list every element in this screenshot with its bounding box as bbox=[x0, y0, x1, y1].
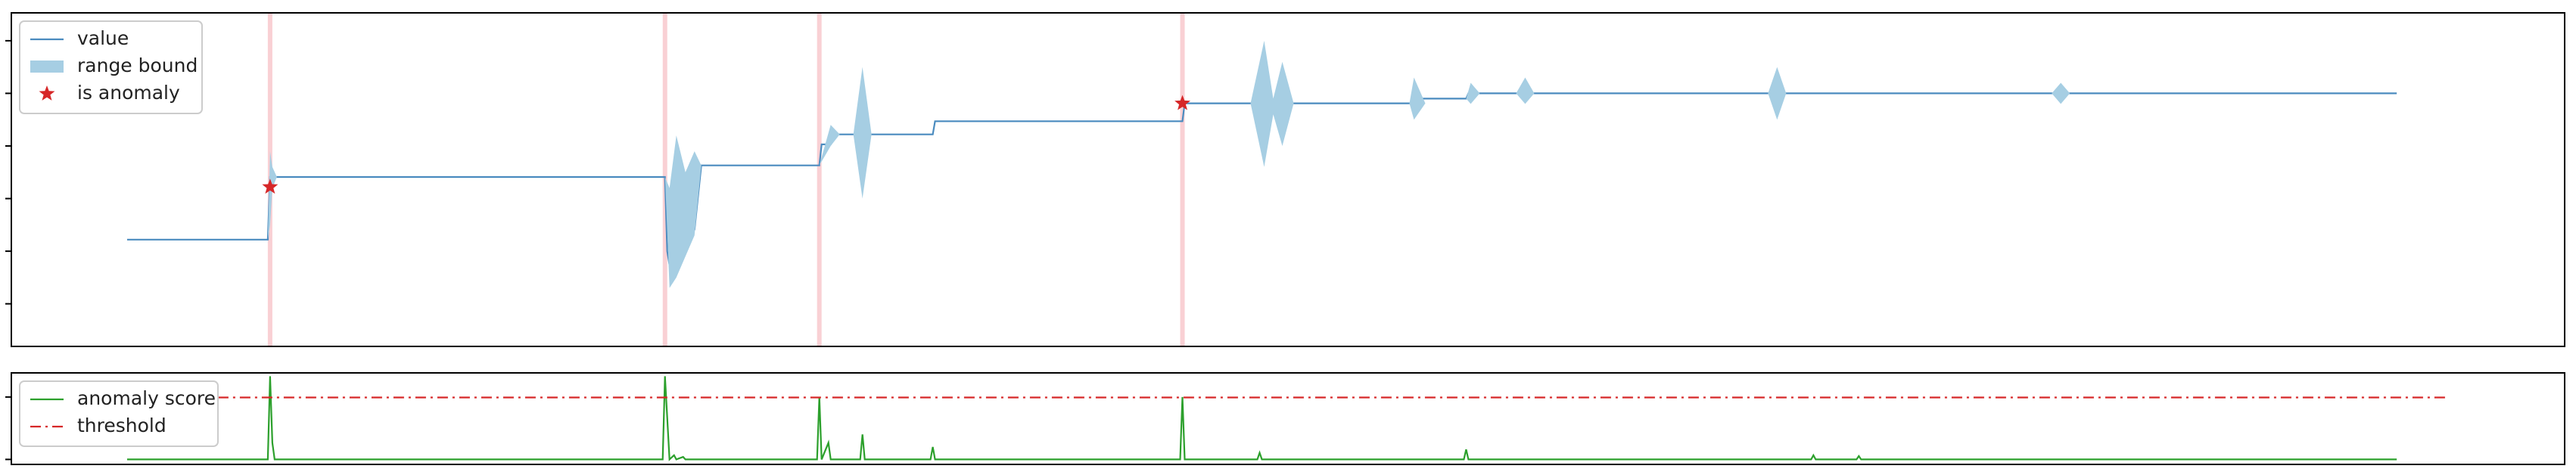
legend-swatch bbox=[39, 85, 55, 101]
series-line bbox=[127, 376, 2397, 461]
legend-label: range bound bbox=[77, 54, 198, 76]
anomaly-marker bbox=[262, 179, 278, 194]
plot-frame bbox=[11, 372, 2565, 465]
anomaly-span bbox=[1180, 13, 1185, 346]
legend-label: value bbox=[77, 27, 129, 49]
range-band bbox=[126, 40, 2397, 288]
subplot: anomaly score threshold bbox=[5, 372, 2565, 465]
anomaly-marker bbox=[1174, 95, 1190, 110]
legend-box bbox=[19, 20, 203, 114]
legend-swatch bbox=[30, 61, 64, 73]
plot-frame bbox=[11, 12, 2565, 347]
legend-label: is anomaly bbox=[77, 82, 180, 104]
legend-box bbox=[19, 380, 219, 447]
legend-label: threshold bbox=[77, 414, 166, 436]
subplot: value range bound is anomaly bbox=[5, 12, 2565, 347]
anomaly-span bbox=[817, 13, 822, 346]
legend-label: anomaly score bbox=[77, 387, 216, 409]
